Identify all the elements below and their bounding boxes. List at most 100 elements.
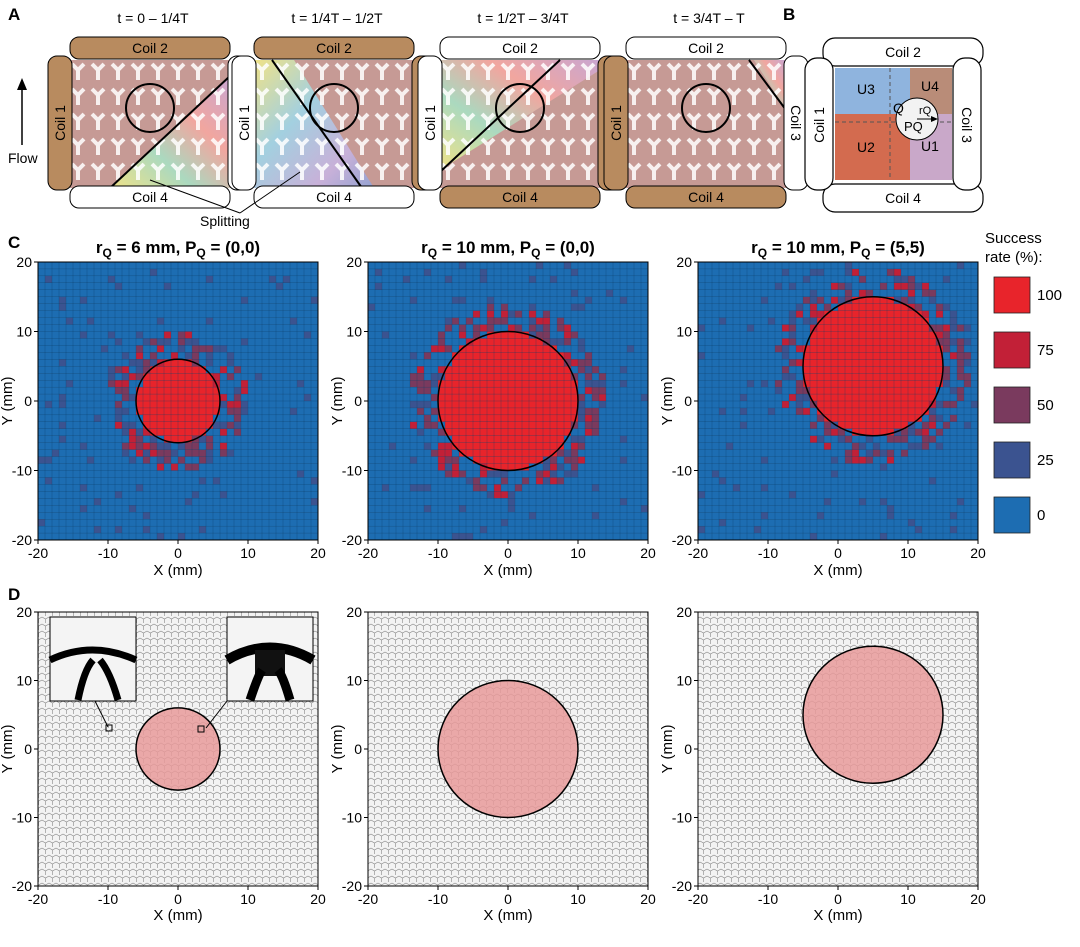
heat-cell: [276, 304, 283, 311]
heat-cell: [283, 318, 290, 325]
heat-cell: [550, 311, 557, 318]
heat-cell: [227, 457, 234, 464]
heat-cell: [403, 318, 410, 325]
heat-cell: [873, 304, 880, 311]
heat-cell: [255, 366, 262, 373]
heat-cell: [957, 373, 964, 380]
heat-cell: [775, 352, 782, 359]
heat-cell: [487, 498, 494, 505]
heat-cell: [824, 505, 831, 512]
heat-cell: [466, 415, 473, 422]
subpanel-2-time: t = 1/4T – 1/2T: [291, 10, 383, 26]
heat-cell: [859, 262, 866, 269]
heat-cell: [599, 290, 606, 297]
heat-cell: [283, 443, 290, 450]
heat-cell: [185, 387, 192, 394]
heat-cell: [971, 325, 978, 332]
heat-cell: [297, 519, 304, 526]
heat-cell: [276, 311, 283, 318]
heat-cell: [634, 471, 641, 478]
heat-cell: [38, 484, 45, 491]
heat-cell: [52, 373, 59, 380]
heat-cell: [831, 408, 838, 415]
heat-cell: [290, 311, 297, 318]
heat-cell: [101, 422, 108, 429]
heat-cell: [522, 526, 529, 533]
heat-cell: [487, 408, 494, 415]
heat-cell: [880, 422, 887, 429]
heat-cell: [283, 491, 290, 498]
heat-cell: [929, 471, 936, 478]
region-u1-label: U1: [921, 138, 939, 154]
heat-cell: [894, 318, 901, 325]
heat-cell: [38, 352, 45, 359]
heat-cell: [396, 464, 403, 471]
heat-cell: [368, 269, 375, 276]
heat-cell: [396, 450, 403, 457]
heat-cell: [241, 401, 248, 408]
heat-cell: [957, 332, 964, 339]
heat-cell: [269, 408, 276, 415]
heat-cell: [599, 345, 606, 352]
heat-cell: [459, 477, 466, 484]
heat-cell: [389, 505, 396, 512]
heat-cell: [389, 269, 396, 276]
heat-cell: [550, 394, 557, 401]
heat-cell: [726, 477, 733, 484]
heat-cell: [705, 436, 712, 443]
heat-cell: [108, 325, 115, 332]
heat-cell: [143, 394, 150, 401]
heat-cell: [571, 484, 578, 491]
heat-cell: [585, 477, 592, 484]
heat-cell: [620, 498, 627, 505]
heat-cell: [908, 387, 915, 394]
heat-cell: [192, 373, 199, 380]
heat-cell: [248, 436, 255, 443]
heat-cell: [297, 415, 304, 422]
heat-cell: [290, 512, 297, 519]
heat-cell: [971, 408, 978, 415]
heat-cell: [417, 491, 424, 498]
heat-cell: [964, 332, 971, 339]
heat-cell: [866, 477, 873, 484]
heat-cell: [445, 471, 452, 478]
heat-cell: [754, 387, 761, 394]
heat-cell: [824, 373, 831, 380]
heat-cell: [276, 373, 283, 380]
heat-cell: [452, 297, 459, 304]
heat-cell: [733, 283, 740, 290]
heat-cell: [115, 366, 122, 373]
heat-cell: [45, 352, 52, 359]
heat-cell: [59, 311, 66, 318]
heat-cell: [592, 526, 599, 533]
heat-cell: [515, 505, 522, 512]
heat-cell: [726, 484, 733, 491]
heat-cell: [368, 394, 375, 401]
heat-cell: [894, 443, 901, 450]
heat-cell: [543, 359, 550, 366]
heat-cell: [466, 401, 473, 408]
heat-cell: [957, 366, 964, 373]
heat-cell: [543, 436, 550, 443]
heat-cell: [641, 450, 648, 457]
heat-cell: [297, 262, 304, 269]
heat-cell: [87, 366, 94, 373]
heat-cell: [375, 380, 382, 387]
heat-cell: [269, 290, 276, 297]
heat-cell: [529, 477, 536, 484]
heat-cell: [157, 338, 164, 345]
heat-cell: [389, 526, 396, 533]
heat-cell: [698, 373, 705, 380]
heat-cell: [880, 484, 887, 491]
heat-cell: [403, 345, 410, 352]
heat-cell: [964, 387, 971, 394]
heat-cell: [522, 283, 529, 290]
heat-cell: [66, 429, 73, 436]
heat-cell: [515, 512, 522, 519]
heat-cell: [178, 533, 185, 540]
heat-cell: [241, 429, 248, 436]
heat-cell: [129, 325, 136, 332]
heat-cell: [192, 345, 199, 352]
heat-cell: [304, 512, 311, 519]
heat-cell: [59, 345, 66, 352]
